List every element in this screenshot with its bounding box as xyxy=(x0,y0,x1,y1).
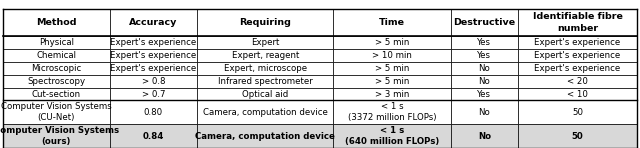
Bar xyxy=(109,9,197,36)
Bar xyxy=(518,49,637,62)
Text: Identifiable fibre
number: Identifiable fibre number xyxy=(532,12,623,33)
Bar xyxy=(197,49,333,62)
Text: 50: 50 xyxy=(572,132,584,141)
Bar xyxy=(451,49,518,62)
Bar xyxy=(451,62,518,75)
Text: Yes: Yes xyxy=(477,90,492,99)
Text: Computer Vision Systems
(CU-Net): Computer Vision Systems (CU-Net) xyxy=(1,102,112,122)
Bar xyxy=(333,100,451,124)
Bar xyxy=(451,36,518,49)
Bar xyxy=(3,88,109,100)
Text: < 20: < 20 xyxy=(567,77,588,86)
Text: Expert's experience: Expert's experience xyxy=(534,38,621,47)
Text: > 5 min: > 5 min xyxy=(375,77,409,86)
Bar xyxy=(3,124,109,148)
Text: Chemical: Chemical xyxy=(36,51,76,60)
Text: Yes: Yes xyxy=(477,38,492,47)
Text: No: No xyxy=(479,108,490,117)
Bar xyxy=(518,100,637,124)
Text: No: No xyxy=(479,77,490,86)
Text: > 10 min: > 10 min xyxy=(372,51,412,60)
Text: Expert, reagent: Expert, reagent xyxy=(232,51,299,60)
Text: > 0.8: > 0.8 xyxy=(141,77,165,86)
Text: Expert, microscope: Expert, microscope xyxy=(223,64,307,73)
Bar xyxy=(451,75,518,88)
Bar xyxy=(333,62,451,75)
Bar xyxy=(197,75,333,88)
Text: > 0.7: > 0.7 xyxy=(141,90,165,99)
Bar xyxy=(3,100,109,124)
Bar xyxy=(3,49,109,62)
Text: Computer Vision Systems
(ours): Computer Vision Systems (ours) xyxy=(0,126,119,146)
Bar xyxy=(109,49,197,62)
Bar xyxy=(3,9,109,36)
Bar xyxy=(333,88,451,100)
Bar xyxy=(518,36,637,49)
Text: 0.84: 0.84 xyxy=(143,132,164,141)
Text: No: No xyxy=(479,64,490,73)
Bar xyxy=(518,75,637,88)
Bar xyxy=(333,124,451,148)
Bar xyxy=(451,124,518,148)
Bar xyxy=(451,9,518,36)
Bar xyxy=(518,62,637,75)
Bar xyxy=(333,49,451,62)
Text: Destructive: Destructive xyxy=(453,18,515,27)
Bar xyxy=(109,62,197,75)
Text: Camera, computation device: Camera, computation device xyxy=(195,132,335,141)
Text: Cut-section: Cut-section xyxy=(32,90,81,99)
Text: > 5 min: > 5 min xyxy=(375,38,409,47)
Bar xyxy=(197,100,333,124)
Text: > 5 min: > 5 min xyxy=(375,64,409,73)
Text: Time: Time xyxy=(379,18,405,27)
Bar xyxy=(109,100,197,124)
Text: Infrared spectrometer: Infrared spectrometer xyxy=(218,77,312,86)
Bar xyxy=(518,88,637,100)
Bar xyxy=(197,36,333,49)
Text: Method: Method xyxy=(36,18,77,27)
Bar xyxy=(109,124,197,148)
Bar xyxy=(451,88,518,100)
Bar xyxy=(109,36,197,49)
Bar xyxy=(3,36,109,49)
Text: Expert: Expert xyxy=(251,38,280,47)
Text: Expert's experience: Expert's experience xyxy=(110,38,196,47)
Bar xyxy=(3,62,109,75)
Text: > 3 min: > 3 min xyxy=(375,90,409,99)
Text: Physical: Physical xyxy=(39,38,74,47)
Bar xyxy=(333,75,451,88)
Bar xyxy=(518,124,637,148)
Text: Expert's experience: Expert's experience xyxy=(534,64,621,73)
Bar xyxy=(197,124,333,148)
Bar xyxy=(197,88,333,100)
Bar xyxy=(333,9,451,36)
Text: Optical aid: Optical aid xyxy=(242,90,288,99)
Text: Camera, computation device: Camera, computation device xyxy=(203,108,328,117)
Text: 50: 50 xyxy=(572,108,583,117)
Text: 0.80: 0.80 xyxy=(144,108,163,117)
Bar xyxy=(109,75,197,88)
Bar xyxy=(3,75,109,88)
Bar xyxy=(333,36,451,49)
Bar xyxy=(197,62,333,75)
Text: < 1 s
(3372 million FLOPs): < 1 s (3372 million FLOPs) xyxy=(348,102,436,122)
Text: Spectroscopy: Spectroscopy xyxy=(28,77,86,86)
Bar xyxy=(197,9,333,36)
Text: Expert's experience: Expert's experience xyxy=(534,51,621,60)
Bar xyxy=(518,9,637,36)
Text: Requiring: Requiring xyxy=(239,18,291,27)
Text: Accuracy: Accuracy xyxy=(129,18,177,27)
Text: Expert's experience: Expert's experience xyxy=(110,64,196,73)
Text: Yes: Yes xyxy=(477,51,492,60)
Text: Microscopic: Microscopic xyxy=(31,64,81,73)
Text: Expert's experience: Expert's experience xyxy=(110,51,196,60)
Bar xyxy=(109,88,197,100)
Text: < 1 s
(640 million FLOPs): < 1 s (640 million FLOPs) xyxy=(345,126,439,146)
Bar xyxy=(451,100,518,124)
Text: < 10: < 10 xyxy=(567,90,588,99)
Text: No: No xyxy=(478,132,491,141)
